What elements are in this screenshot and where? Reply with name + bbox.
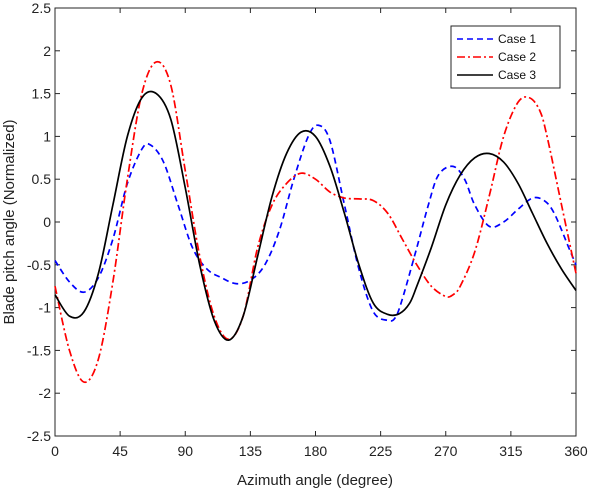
series-group <box>54 60 577 384</box>
tick-labels: 0 45 90 135 180 225 270 315 360 -2.5 -2 -1.5 -1 -0.5 0… <box>27 0 588 459</box>
legend-label-case-3: Case 3 <box>498 68 536 82</box>
series-line-case-2 <box>54 60 577 384</box>
x-tick-label: 270 <box>434 443 458 459</box>
x-tick-label: 180 <box>304 443 328 459</box>
x-tick-label: 225 <box>369 443 393 459</box>
x-tick-label: 135 <box>239 443 263 459</box>
y-tick-label: -2 <box>39 385 52 401</box>
x-tick-label: 45 <box>112 443 128 459</box>
series-line-case-1 <box>54 124 577 322</box>
x-axis-label: Azimuth angle (degree) <box>237 472 393 489</box>
y-tick-label: -2.5 <box>27 428 51 444</box>
y-tick-label: -0.5 <box>27 257 51 273</box>
legend-label-case-1: Case 1 <box>498 32 536 46</box>
y-axis-label: Blade pitch angle (Normalized) <box>1 119 18 324</box>
y-tick-label: -1.5 <box>27 342 51 358</box>
y-tick-label: 2 <box>43 43 51 59</box>
legend: Case 1 Case 2 Case 3 <box>450 25 561 89</box>
x-tick-label: 0 <box>51 443 59 459</box>
series-line-case-3 <box>54 90 577 341</box>
y-tick-label: -1 <box>39 300 52 316</box>
x-tick-label: 90 <box>177 443 193 459</box>
legend-label-case-2: Case 2 <box>498 50 536 64</box>
y-tick-label: 2.5 <box>32 0 52 16</box>
y-tick-label: 1.5 <box>32 86 52 102</box>
x-tick-label: 360 <box>564 443 588 459</box>
y-tick-label: 0.5 <box>32 171 52 187</box>
x-tick-label: 315 <box>499 443 523 459</box>
axis-ticks <box>54 7 577 437</box>
y-tick-label: 0 <box>43 214 51 230</box>
y-tick-label: 1 <box>43 128 51 144</box>
